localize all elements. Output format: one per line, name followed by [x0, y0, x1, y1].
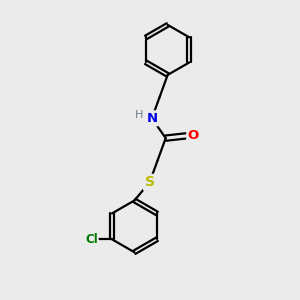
- Text: Cl: Cl: [85, 233, 98, 246]
- Text: S: S: [145, 176, 154, 189]
- Text: N: N: [146, 112, 158, 125]
- Text: H: H: [135, 110, 144, 120]
- Text: O: O: [188, 129, 199, 142]
